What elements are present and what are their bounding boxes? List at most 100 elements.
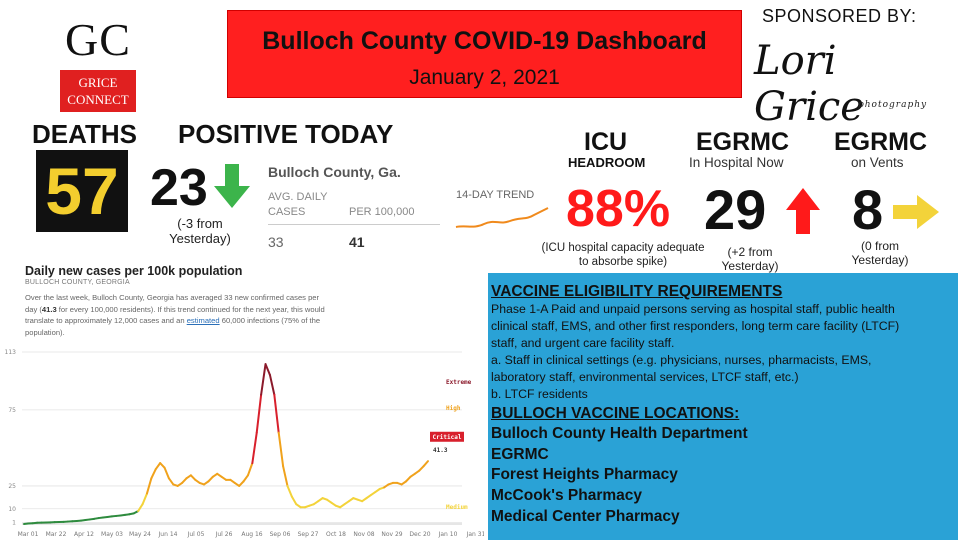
logo-wordmark-line-2: CONNECT [67, 92, 129, 107]
logo-wordmark-line-1: GRICE [78, 75, 118, 90]
logo-monogram: GC [65, 14, 131, 65]
estimated-link[interactable]: estimated [186, 316, 220, 325]
chart-subtitle: BULLOCH COUNTY, GEORGIA [25, 279, 130, 286]
up-arrow-icon [786, 188, 820, 234]
x-tick-label: Jan 31 [466, 531, 484, 538]
x-tick-label: May 03 [101, 531, 123, 538]
y-tick-label: 1 [12, 519, 16, 526]
vaccine-location: Bulloch County Health Department [491, 425, 748, 442]
icu-headroom-value: 88% [566, 180, 671, 238]
chart-desc-part-3: 60,000 infections (75% of the population… [25, 316, 321, 337]
trend-label: 14-DAY TREND [456, 189, 535, 201]
vaccine-locations-heading: BULLOCH VACCINE LOCATIONS: [491, 405, 740, 422]
line-segment [141, 492, 148, 506]
positive-today-value: 23 [150, 159, 208, 217]
title-banner: Bulloch County COVID-19 Dashboard Januar… [227, 10, 742, 98]
vaccine-line: Phase 1-A Paid and unpaid persons servin… [491, 302, 895, 316]
sponsor-label: SPONSORED BY: [762, 6, 917, 26]
stats-divider [268, 224, 440, 225]
line-segment [251, 431, 258, 465]
egrmc-vents-value: 8 [852, 178, 884, 241]
x-tick-label: Oct 18 [326, 531, 346, 538]
x-tick-label: Sep 06 [270, 531, 291, 538]
egrmc-hospital-change: (+2 from Yesterday) [721, 245, 779, 273]
x-tick-label: Mar 22 [46, 531, 67, 538]
line-segment [246, 462, 254, 477]
zone-label: Medium [446, 504, 468, 511]
line-segment [150, 468, 157, 480]
grice-connect-logo: GC GRICE CONNECT [52, 14, 144, 112]
avg-daily-cases-header: AVG. DAILY CASES [268, 191, 328, 218]
x-tick-label: Nov 29 [381, 531, 402, 538]
line-segment [163, 466, 170, 480]
down-arrow-icon [214, 164, 250, 208]
current-zone-label: Critical [433, 434, 462, 441]
dashboard-date: January 2, 2021 [409, 66, 560, 89]
line-segment [290, 495, 298, 506]
line-segment [189, 474, 197, 481]
vaccine-location: Forest Heights Pharmacy [491, 466, 678, 484]
line-segment [273, 393, 280, 434]
vaccine-line: b. LTCF residents [491, 387, 588, 401]
vaccine-line: staff, and urgent care facility staff. [491, 336, 675, 350]
dashboard-title: Bulloch County COVID-19 Dashboard [262, 27, 707, 55]
vaccine-eligibility-heading: VACCINE ELIGIBILITY REQUIREMENTS [491, 283, 783, 300]
x-tick-label: Sep 27 [298, 531, 319, 538]
egrmc-hospital-subtitle: In Hospital Now [689, 155, 784, 170]
x-tick-label: Jul 26 [215, 531, 233, 538]
chart-desc-part-2: for every 100,000 residents). If this tr… [25, 304, 325, 326]
right-arrow-icon [893, 195, 939, 229]
icu-note: (ICU hospital capacity adequate to absor… [541, 242, 705, 268]
current-zone-badge [430, 431, 464, 442]
line-segment [260, 363, 267, 396]
positive-today-change: (-3 from Yesterday) [169, 216, 231, 246]
x-axis-ticks: Mar 01 Mar 22 Apr 12 May 03 May 24 Jun 14 Jul … [18, 531, 484, 538]
logo-wordmark: GRICE CONNECT [60, 70, 136, 112]
cases-line [23, 363, 429, 525]
per-100k-header: PER 100,000 [349, 206, 415, 218]
line-segment [422, 460, 429, 468]
line-segment [286, 484, 293, 498]
vaccine-panel: VACCINE ELIGIBILITY REQUIREMENTS Phase 1… [488, 273, 958, 540]
line-segment [154, 462, 162, 471]
vaccine-line: clinical staff, EMS, and other first res… [491, 319, 900, 333]
line-segment [159, 462, 166, 469]
x-tick-label: Mar 01 [18, 531, 39, 538]
avg-daily-cases-value: 33 [268, 234, 284, 250]
line-segment [405, 475, 412, 483]
x-tick-label: May 24 [129, 531, 151, 538]
icu-subtitle: HEADROOM [568, 155, 646, 170]
vaccine-line: a. Staff in clinical settings (e.g. phys… [491, 353, 872, 367]
county-name: Bulloch County, Ga. [268, 164, 401, 180]
line-segment [207, 475, 214, 483]
zone-label: Extreme [446, 379, 472, 386]
line-segment [268, 373, 276, 396]
line-segment [181, 477, 188, 484]
x-tick-label: Jun 14 [158, 531, 178, 538]
y-tick-label: 10 [8, 506, 16, 513]
icu-title: ICU [584, 128, 628, 156]
vaccine-location: EGRMC [491, 445, 549, 463]
deaths-value: 57 [45, 154, 119, 228]
daily-cases-chart: 1 10 25 75 113 Mar 01 Mar 22 Apr 12 May 03 May 2… [5, 349, 484, 538]
x-tick-label: Nov 08 [353, 531, 374, 538]
vaccine-location: McCook's Pharmacy [491, 487, 642, 505]
line-segment [282, 465, 289, 487]
line-segment [264, 363, 271, 376]
chart-desc-part-1: Over the last week, Bulloch County, Geor… [25, 293, 320, 314]
x-tick-label: Apr 12 [74, 531, 94, 538]
x-tick-label: Aug 16 [241, 531, 262, 538]
x-tick-label: Jan 10 [438, 531, 458, 538]
vaccine-location: Medical Center Pharmacy [491, 507, 680, 525]
y-tick-label: 25 [8, 483, 16, 490]
line-segment [255, 393, 263, 434]
chart-description: Over the last week, Bulloch County, Geor… [25, 292, 325, 338]
chart-title: Daily new cases per 100k population [25, 264, 243, 278]
deaths-box: 57 [36, 150, 128, 232]
line-segment [277, 431, 285, 468]
chart-gridlines [22, 351, 462, 525]
line-segment [167, 477, 175, 486]
chart-desc-highlight: 41.3 [41, 304, 57, 314]
sponsor-logo: Lori Grice photography [748, 30, 928, 130]
y-tick-label: 75 [8, 407, 16, 414]
